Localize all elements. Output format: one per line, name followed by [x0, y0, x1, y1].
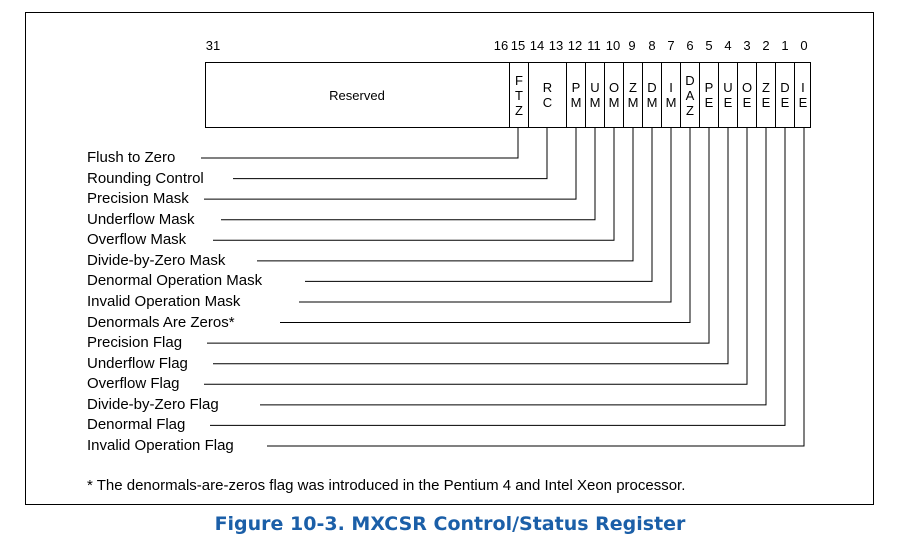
bit-number-16: 16	[493, 38, 509, 53]
leader-line-1	[233, 128, 548, 180]
bit-number-7: 7	[667, 38, 675, 53]
figure-frame	[25, 12, 874, 505]
flag-label-invalid-operation-mask: Invalid Operation Mask	[87, 292, 241, 310]
mxcsr-register	[205, 62, 811, 128]
leader-line-10	[213, 128, 729, 365]
leader-line-4	[213, 128, 615, 241]
bit-number-11: 11	[587, 38, 601, 53]
leader-line-14	[267, 128, 805, 447]
leader-line-13	[210, 128, 786, 426]
flag-label-underflow-flag: Underflow Flag	[87, 354, 188, 372]
flag-label-flush-to-zero: Flush to Zero	[87, 149, 176, 166]
leader-line-9	[207, 128, 710, 344]
bit-number-10: 10	[605, 38, 621, 53]
leader-line-7	[299, 128, 672, 303]
bit-number-31: 31	[205, 38, 221, 53]
flag-label-denormals-are-zeros: Denormals Are Zeros*	[87, 313, 235, 331]
bit-number-14: 14	[529, 38, 545, 53]
flag-label-overflow-flag: Overflow Flag	[87, 375, 180, 393]
leader-line-3	[221, 128, 596, 221]
leader-line-12	[260, 128, 767, 406]
footnote: * The denormals-are-zeros flag was intro…	[87, 477, 686, 494]
bit-number-6: 6	[686, 38, 694, 53]
flag-label-divide-by-zero-mask: Divide-by-Zero Mask	[87, 251, 226, 269]
flag-label-denormal-operation-mask: Denormal Operation Mask	[87, 272, 263, 290]
bit-number-4: 4	[724, 38, 732, 53]
flag-label-rounding-control: Rounding Control	[87, 169, 204, 187]
leader-line-6	[305, 128, 653, 282]
bit-number-13: 13	[548, 38, 564, 53]
bit-number-12: 12	[567, 38, 583, 53]
figure-caption: Figure 10-3. MXCSR Control/Status Regist…	[214, 513, 686, 535]
field-reserved: Reserved	[329, 87, 385, 103]
bit-number-0: 0	[800, 38, 808, 53]
bit-number-8: 8	[648, 38, 656, 53]
bit-number-1: 1	[781, 38, 789, 53]
bit-number-3: 3	[743, 38, 751, 53]
bit-number-2: 2	[762, 38, 770, 53]
flag-label-underflow-mask: Underflow Mask	[87, 210, 195, 228]
bit-number-9: 9	[628, 38, 636, 53]
bit-number-15: 15	[510, 38, 526, 53]
flag-label-invalid-operation-flag: Invalid Operation Flag	[87, 436, 234, 454]
leader-line-8	[280, 128, 691, 324]
flag-label-precision-flag: Precision Flag	[87, 334, 183, 352]
flag-label-denormal-flag: Denormal Flag	[87, 416, 186, 434]
flag-label-divide-by-zero-flag: Divide-by-Zero Flag	[87, 395, 219, 413]
bit-number-5: 5	[705, 38, 713, 53]
flag-label-overflow-mask: Overflow Mask	[87, 231, 187, 249]
leader-line-0	[201, 128, 519, 159]
leader-line-11	[204, 128, 748, 385]
flag-label-precision-mask: Precision Mask	[87, 190, 189, 208]
leader-line-5	[257, 128, 634, 262]
leader-line-2	[204, 128, 577, 200]
